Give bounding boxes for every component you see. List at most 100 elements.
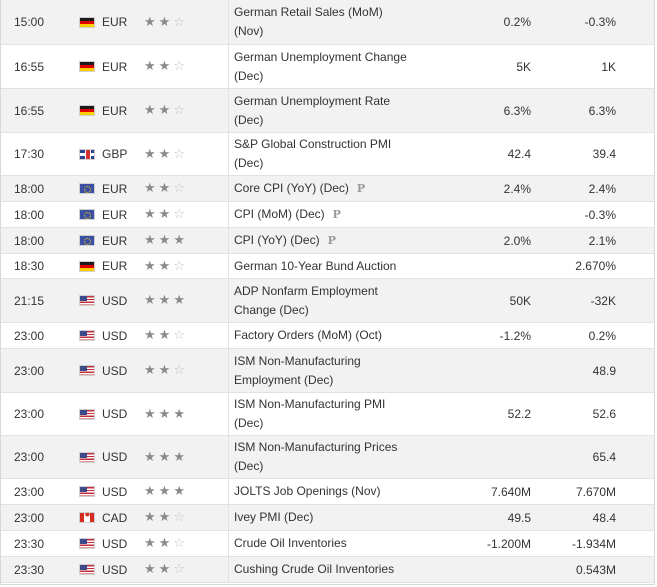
event-name[interactable]: ADP Nonfarm Employment Change (Dec) xyxy=(234,279,464,322)
event-time: 16:55 xyxy=(14,59,45,74)
event-name[interactable]: Core CPI (YoY) (Dec) P xyxy=(234,176,464,201)
event-title[interactable]: German Retail Sales (MoM) (Nov) xyxy=(234,5,383,38)
event-title[interactable]: Ivey PMI (Dec) xyxy=(234,510,314,524)
event-row[interactable]: 23:00 USD ★ ★ ★ ISM Non-Manufacturing Prices(… xyxy=(1,436,654,479)
preliminary-icon: P xyxy=(332,208,341,221)
star-filled-icon: ★ xyxy=(144,293,156,308)
event-row[interactable]: 18:00 EUR ★ ★ ☆ Core CPI (YoY) (Dec) P 2.4% 2.4% xyxy=(1,176,654,202)
event-row[interactable]: 23:00CAD★★☆Ivey PMI (Dec)49.548.4 xyxy=(1,505,654,531)
event-name[interactable]: CPI (MoM) (Dec) P xyxy=(234,202,464,227)
column-divider xyxy=(228,531,229,556)
event-row[interactable]: 17:30 GBP ★ ★ ☆ S&P Global Construction PMI (D… xyxy=(1,133,654,176)
event-row[interactable]: 16:55 EUR ★ ★ ☆ German Unemployment Rate (Dec)… xyxy=(1,89,654,133)
event-row[interactable]: 23:00 USD ★ ★ ☆ Factory Orders (MoM) (Oct) -1.… xyxy=(1,323,654,349)
event-row[interactable]: 23:30 USD ★ ★ ☆ Crude Oil Inventories -1.200M -… xyxy=(1,531,654,557)
event-time: 23:00 xyxy=(14,328,45,343)
column-divider xyxy=(228,89,229,132)
event-name[interactable]: Ivey PMI (Dec) xyxy=(234,505,464,530)
event-period: (Dec) xyxy=(234,68,264,83)
currency-code: CAD xyxy=(102,510,128,525)
star-filled-icon: ★ xyxy=(173,406,185,422)
currency-code: EUR xyxy=(102,103,128,118)
event-name[interactable]: German Retail Sales (MoM) (Nov) xyxy=(234,0,464,44)
event-name[interactable]: S&P Global Construction PMI (Dec) xyxy=(234,133,464,175)
importance-stars: ★ ★ ☆ xyxy=(144,45,204,88)
star-filled-icon: ★ xyxy=(158,233,171,248)
event-forecast: 2.1% xyxy=(588,233,616,248)
event-time: 23:30 xyxy=(14,536,45,551)
event-currency: EUR xyxy=(79,0,137,44)
event-row[interactable]: 23:00 USD ★ ★ ☆ ISM Non-Manufacturing Employme… xyxy=(1,349,654,393)
event-row[interactable]: 18:30 EUR ★ ★ ☆ German 10-Year Bund Auction 2.… xyxy=(1,254,654,279)
star-filled-icon: ★ xyxy=(158,536,171,551)
event-row[interactable]: 23:00 USD ★ ★ ★ ISM Non-Manufacturing PMI (Dec… xyxy=(1,393,654,436)
event-name[interactable]: German Unemployment Change (Dec) xyxy=(234,45,464,88)
event-row[interactable]: 15:00 EUR ★ ★ ☆ German Retail Sales (MoM) (Nov… xyxy=(1,0,654,45)
event-forecast: 0.2% xyxy=(588,328,616,343)
event-title[interactable]: CPI (MoM) (Dec) P xyxy=(234,207,341,221)
star-empty-icon: ☆ xyxy=(173,510,185,525)
event-name[interactable]: German Unemployment Rate (Dec) xyxy=(234,89,464,132)
column-divider xyxy=(228,133,229,175)
currency-code: USD xyxy=(102,293,128,308)
event-title[interactable]: Factory Orders (MoM) (Oct) xyxy=(234,328,383,342)
event-title[interactable]: ADP Nonfarm Employment Change (Dec) xyxy=(234,283,378,317)
event-row[interactable]: 18:00 EUR ★ ★ ☆ CPI (MoM) (Dec) P -0.3% xyxy=(1,202,654,228)
event-title[interactable]: ISM Non-Manufacturing Prices (Dec) xyxy=(234,440,398,473)
event-title[interactable]: German Unemployment Change (Dec) xyxy=(234,49,407,83)
importance-stars: ★ ★ ☆ xyxy=(144,133,204,175)
star-filled-icon: ★ xyxy=(158,449,171,465)
event-name[interactable]: Cushing Crude Oil Inventories xyxy=(234,557,464,582)
importance-stars: ★ ★ ★ xyxy=(144,479,204,504)
star-empty-icon: ☆ xyxy=(173,363,185,378)
event-actual: -1.2% xyxy=(499,328,531,343)
event-period: (Dec) xyxy=(234,459,264,473)
event-time: 23:00 xyxy=(14,407,45,421)
de-flag-icon xyxy=(79,260,95,272)
event-currency: USD xyxy=(79,349,137,392)
event-title[interactable]: Core CPI (YoY) (Dec) P xyxy=(234,181,366,195)
event-name[interactable]: JOLTS Job Openings (Nov) xyxy=(234,479,464,504)
event-actual: 50K xyxy=(509,293,531,308)
currency-code: EUR xyxy=(102,259,128,273)
star-empty-icon: ☆ xyxy=(173,328,185,343)
importance-stars: ★ ★ ☆ xyxy=(144,89,204,132)
event-name[interactable]: CPI (YoY) (Dec) P xyxy=(234,228,464,253)
event-title[interactable]: JOLTS Job Openings (Nov) xyxy=(234,484,381,498)
event-time: 21:15 xyxy=(14,293,45,308)
importance-stars: ★ ★ ☆ xyxy=(144,531,204,556)
event-row[interactable]: 23:30 USD ★ ★ ☆ Cushing Crude Oil Inventories… xyxy=(1,557,654,583)
event-currency: USD xyxy=(79,436,137,478)
star-empty-icon: ☆ xyxy=(173,14,185,30)
event-name[interactable]: German 10-Year Bund Auction xyxy=(234,254,464,278)
event-name[interactable]: ISM Non-Manufacturing Employment (Dec) xyxy=(234,349,464,392)
event-title[interactable]: ISM Non-Manufacturing PMI (Dec) xyxy=(234,397,386,430)
event-name[interactable]: ISM Non-Manufacturing PMI (Dec) xyxy=(234,393,464,435)
event-name[interactable]: Factory Orders (MoM) (Oct) xyxy=(234,323,464,348)
event-name[interactable]: Crude Oil Inventories xyxy=(234,531,464,556)
event-currency: GBP xyxy=(79,133,137,175)
event-title[interactable]: Crude Oil Inventories xyxy=(234,536,347,550)
event-actual: 2.4% xyxy=(503,181,531,196)
event-title[interactable]: German Unemployment Rate (Dec) xyxy=(234,93,391,127)
star-empty-icon: ☆ xyxy=(173,181,185,196)
column-divider xyxy=(228,349,229,392)
star-filled-icon: ★ xyxy=(144,449,156,465)
event-forecast: 48.9 xyxy=(592,363,616,378)
event-title[interactable]: CPI (YoY) (Dec) P xyxy=(234,233,336,247)
event-row[interactable]: 21:15 USD ★ ★ ★ ADP Nonfarm Employment Change … xyxy=(1,279,654,323)
event-currency: USD xyxy=(79,393,137,435)
event-title[interactable]: ISM Non-Manufacturing Employment (Dec) xyxy=(234,353,361,387)
event-title[interactable]: S&P Global Construction PMI (Dec) xyxy=(234,137,392,170)
importance-stars: ★ ★ ★ xyxy=(144,279,204,322)
event-row[interactable]: 23:00 USD ★ ★ ★ JOLTS Job Openings (Nov) 7.640… xyxy=(1,479,654,505)
event-row[interactable]: 18:00 EUR ★ ★ ★ CPI (YoY) (Dec) P 2.0% 2.1% xyxy=(1,228,654,254)
event-row[interactable]: 16:55 EUR ★ ★ ☆ German Unemployment Change (De… xyxy=(1,45,654,89)
star-filled-icon: ★ xyxy=(144,59,156,74)
event-title[interactable]: German 10-Year Bund Auction xyxy=(234,258,397,273)
star-filled-icon: ★ xyxy=(158,146,171,162)
event-currency: USD xyxy=(79,557,137,582)
event-title[interactable]: Cushing Crude Oil Inventories xyxy=(234,562,395,576)
event-name[interactable]: ISM Non-Manufacturing Prices (Dec) xyxy=(234,436,464,478)
star-filled-icon: ★ xyxy=(144,181,156,196)
